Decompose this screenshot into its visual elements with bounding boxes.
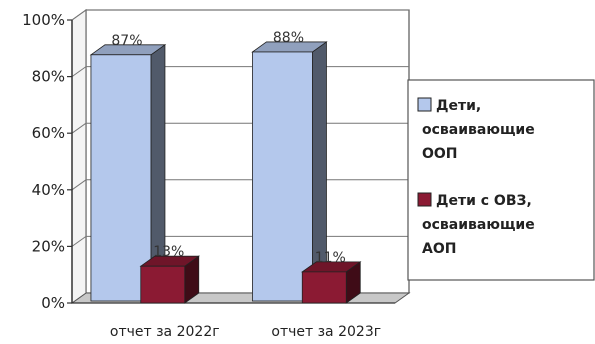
y-tick-label: 100%	[22, 11, 65, 29]
gridline-side	[71, 122, 87, 134]
data-label: 88%	[273, 30, 304, 46]
gridline-side	[71, 179, 87, 191]
bar	[252, 51, 313, 302]
legend-label: осваивающие	[422, 217, 535, 233]
data-label: 13%	[153, 244, 184, 260]
legend-swatch	[417, 97, 432, 112]
legend: Дети, осваивающие ООП Дети с ОВЗ, осваивающи…	[407, 79, 595, 281]
plot-side-wall	[71, 9, 87, 304]
data-label: 87%	[111, 33, 142, 49]
gridline-side	[71, 66, 87, 78]
legend-label: ООП	[422, 146, 458, 162]
data-label: 11%	[315, 250, 346, 266]
legend-label: Дети,	[436, 98, 481, 114]
bars	[89, 41, 362, 304]
gridline-side	[71, 235, 87, 247]
bar	[301, 271, 347, 304]
labels: 0% 20% 40% 60% 80% 100% 87% 13% отчет за 2022г 88…	[22, 11, 381, 340]
legend-label: осваивающие	[422, 122, 535, 138]
x-tick-label: отчет за 2023г	[271, 324, 381, 340]
bar	[90, 54, 152, 302]
legend-label: АОП	[422, 241, 456, 257]
legend-label: Дети с ОВЗ,	[436, 193, 532, 209]
y-tick-label: 20%	[32, 237, 65, 255]
y-tick-label: 40%	[32, 181, 65, 199]
legend-swatch	[417, 192, 432, 207]
bar	[140, 265, 186, 304]
gridline-side	[71, 9, 87, 21]
x-tick-label: отчет за 2022г	[110, 324, 220, 340]
y-tick-label: 0%	[41, 294, 65, 312]
y-tick-label: 60%	[32, 124, 65, 142]
legend-box	[407, 79, 595, 281]
y-tick-label: 80%	[32, 68, 65, 86]
